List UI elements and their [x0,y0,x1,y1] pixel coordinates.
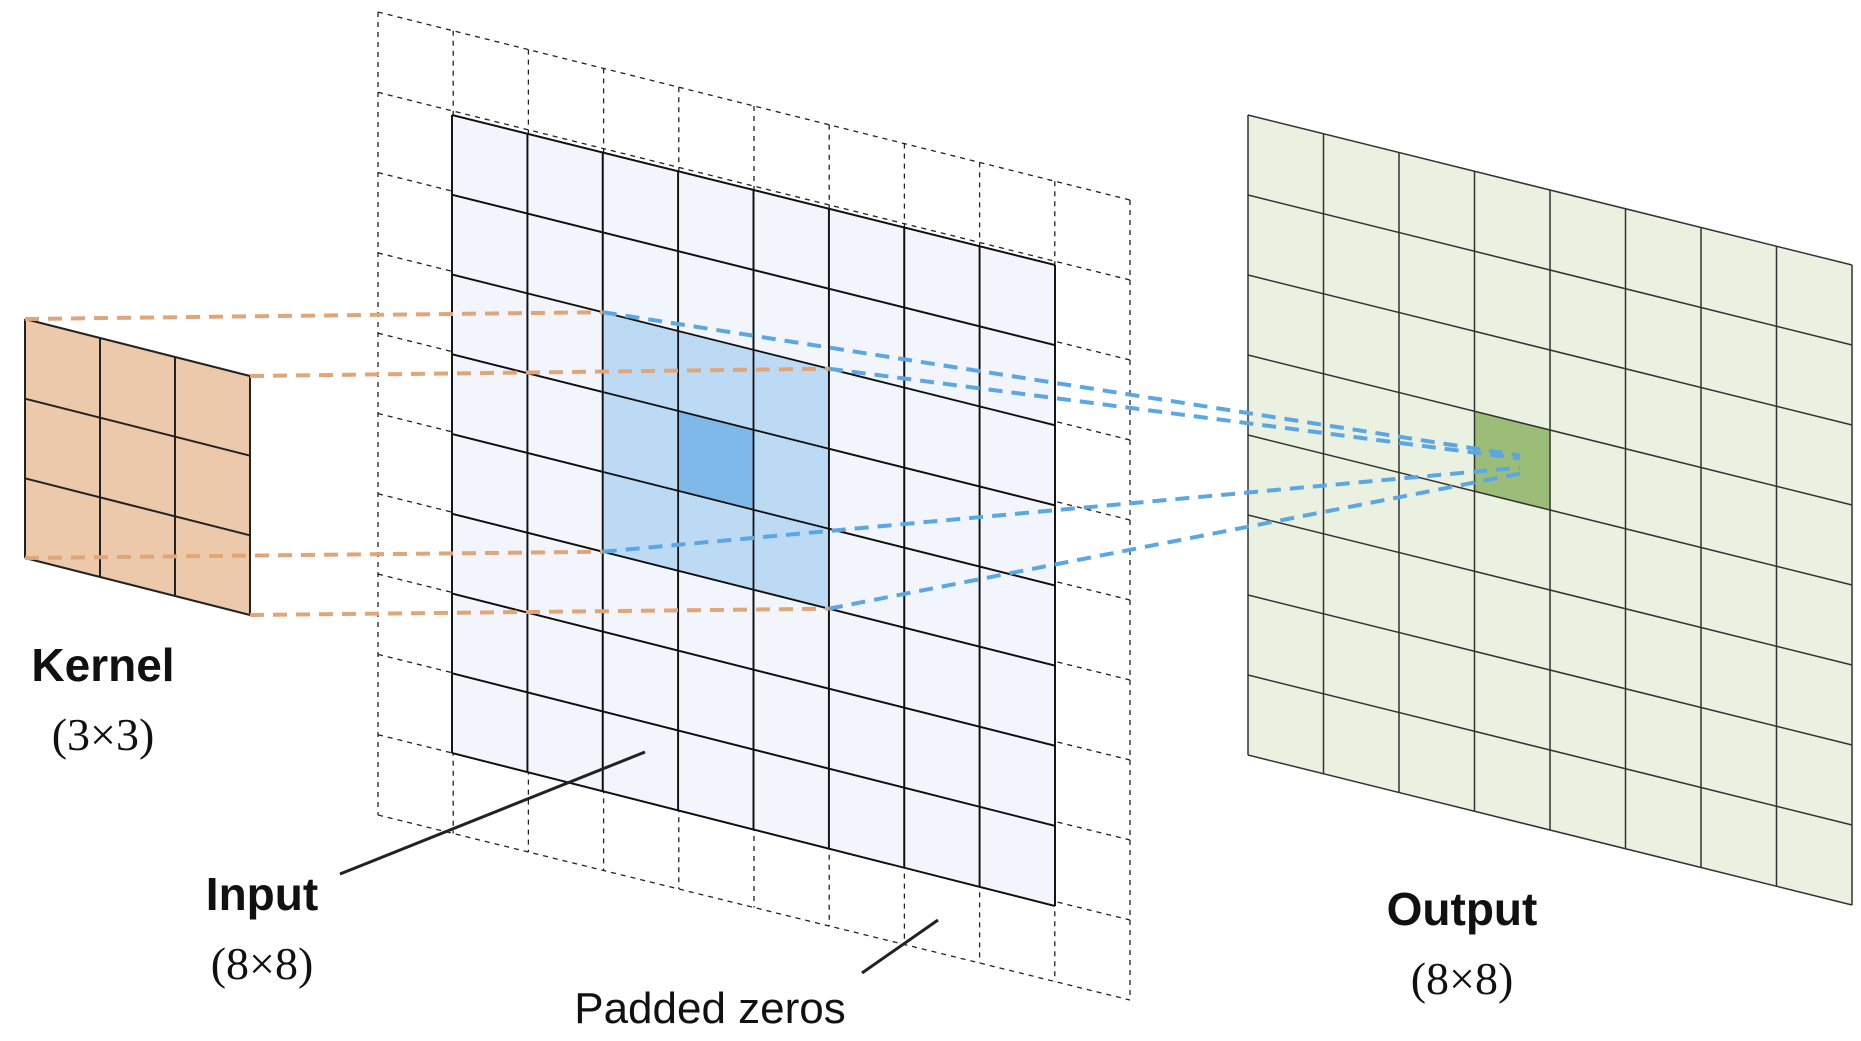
output-projection-line [602,310,1521,458]
input-dims: (8×8) [211,938,314,989]
output-dims: (8×8) [1411,953,1514,1004]
output-hline [1247,434,1853,586]
output-hline [1247,274,1853,426]
input-hline [451,592,1056,747]
output-hline [1247,674,1853,826]
output-hline [1247,514,1853,666]
input-hline [451,752,1056,907]
kernel-cell-hline [24,477,251,537]
output-hline [1247,194,1853,346]
padded-zeros-leader-line [861,918,939,975]
output-projection-line [602,465,1521,554]
output-hline [1247,594,1853,746]
output-hline [1247,754,1853,906]
output-grid [1247,114,1853,906]
kernel-projection-line [249,606,829,617]
output-hline [1247,114,1853,266]
output-projection-line [828,366,1521,461]
input-grid [451,114,1056,907]
output-highlight-cell [1474,411,1550,510]
input-hline [451,193,1056,346]
input-title: Input [206,868,318,920]
kernel-projection-line [249,366,829,378]
kernel-cell-hline [24,318,251,377]
kernel-grid [24,318,251,616]
kernel-dims: (3×3) [52,709,155,760]
input-hline [451,512,1056,667]
receptive-center-cell [678,410,754,510]
leader-lines [339,750,939,975]
input-leader-line [339,750,646,876]
output-title: Output [1387,883,1538,935]
kernel-cell-hline [24,557,251,616]
input-hline [451,114,1056,266]
input-hline [451,353,1056,507]
input-hline [451,672,1056,827]
kernel-title: Kernel [31,639,174,691]
kernel-projection-line [24,549,603,560]
padded-zeros-label: Padded zeros [574,984,846,1033]
output-projection-line [828,471,1521,611]
kernel-projection-line [24,310,603,321]
output-hline [1247,354,1853,506]
input-hline [451,273,1056,427]
input-hline [451,433,1056,587]
kernel-cell-hline [24,397,251,457]
kernel-cell-background [25,319,250,615]
projection-lines [24,310,1521,617]
